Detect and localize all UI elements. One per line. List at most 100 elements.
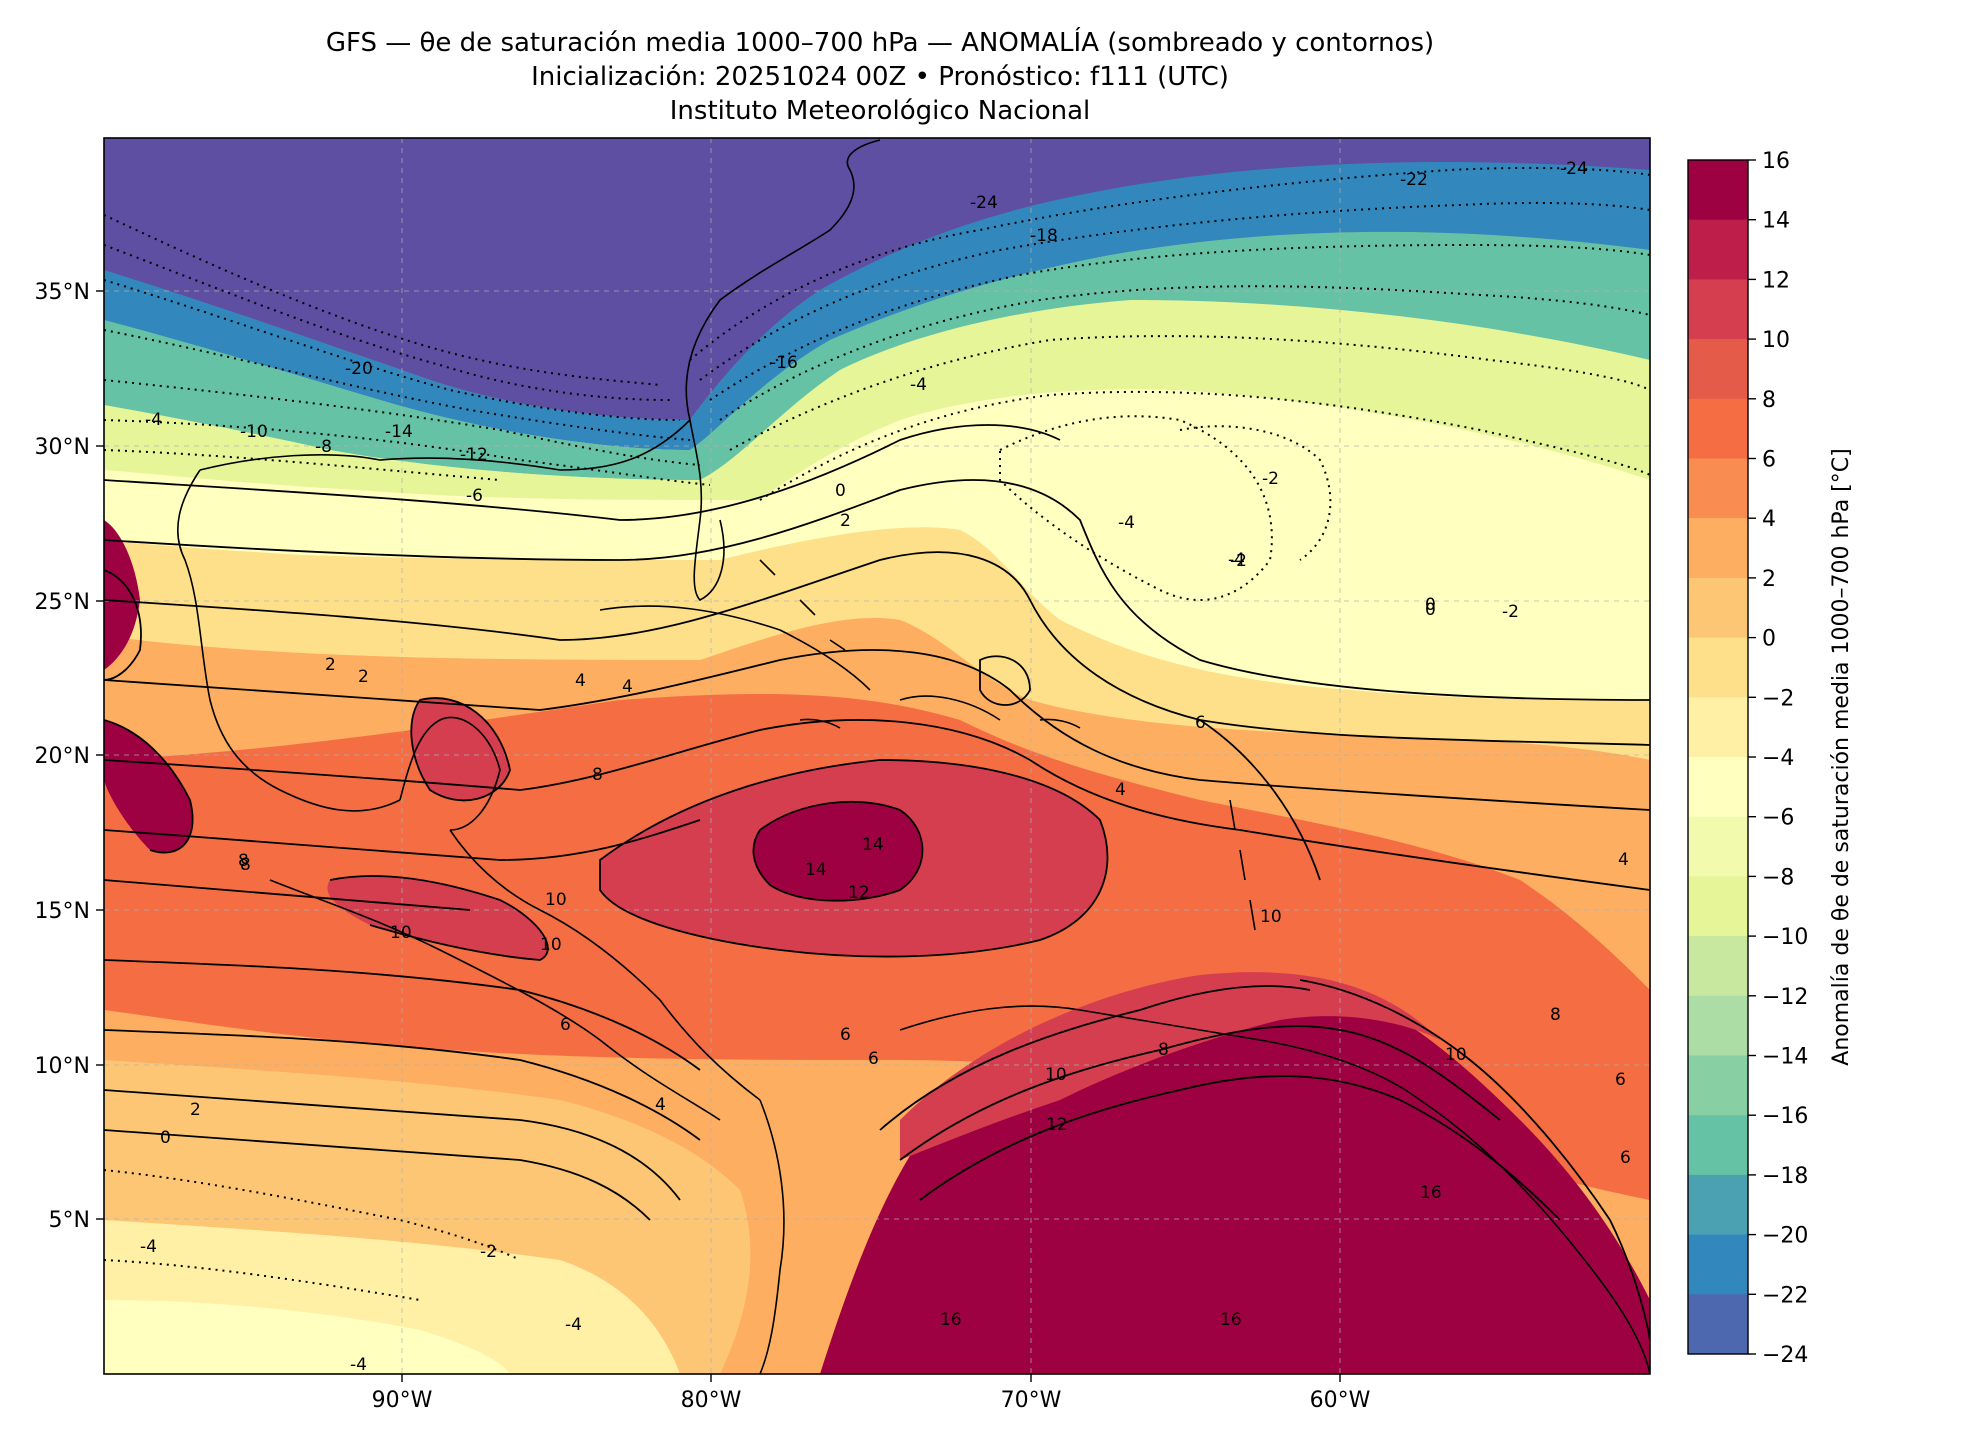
contour-label: 6 [1620,1148,1631,1168]
band-zero [104,527,1650,760]
contour-label: -24 [1560,159,1588,179]
lon-tick-label: 90°W [372,1388,433,1413]
colorbar-label: Anomalía de θe de saturación media 1000–… [1829,448,1854,1065]
colorbar-cell [1688,219,1748,280]
contour-label: 14 [862,835,884,855]
contour-label: 14 [805,860,827,880]
band-neg20 [104,162,1650,450]
longitude-tick-labels: 90°W 80°W 70°W 60°W [372,1388,1371,1413]
contour-label: 10 [540,935,562,955]
central-america-pacific-coast [269,879,721,1121]
colorbar-cell [1688,160,1748,221]
colorbar-tick-label: −24 [1762,1343,1808,1368]
lat-tick-label: 25°N [35,590,90,615]
contour-label: -4 [565,1315,582,1335]
band-pos12-yucatan [411,698,510,801]
contour-label: -4 [1118,513,1135,533]
texas-mexico-gulf-coast [177,469,401,812]
band-neg4-pacific-far-south [104,1300,510,1374]
contour-label: 2 [325,655,336,675]
lesser-antilles [1229,799,1256,931]
contour-label: 12 [1046,1115,1068,1135]
latitude-tick-labels: 35°N 30°N 25°N 20°N 15°N 10°N 5°N [35,280,90,1233]
band-pos12-central-america [327,876,548,960]
contour-label: 10 [1045,1065,1067,1085]
contour-label: 4 [1115,780,1126,800]
colorbar-cell [1688,936,1748,997]
hispaniola [899,695,1001,721]
band-neg14 [104,231,1650,480]
contour-label: 0 [835,481,846,501]
band-pos12-south-america [900,972,1440,1160]
bahamas [759,559,846,651]
negative-contours [104,166,1650,1301]
contour-label: 10 [390,923,412,943]
title-line-2: Inicialización: 20251024 00Z • Pronóstic… [531,62,1229,92]
contour-label: 8 [1158,1040,1169,1060]
colorbar-tick-label: −6 [1762,806,1794,831]
colorbar-tick-label: 6 [1762,448,1776,473]
colorbar-tick-label: −22 [1762,1283,1808,1308]
colorbar-cell [1688,816,1748,877]
contour-label: -14 [385,422,413,442]
longitude-axis [401,1374,1341,1382]
colombia-pacific-coast [759,1099,785,1374]
contour-label: 8 [592,765,603,785]
contour-label: 0 [1425,600,1436,620]
map-frame [103,137,1651,1375]
contour-label: -2 [480,1242,497,1262]
contour-label: 2 [190,1100,201,1120]
central-america-caribbean-coast [449,829,761,1101]
contour-label: -12 [460,445,488,465]
colorbar-cell [1688,1115,1748,1176]
contour-label: 8 [240,855,251,875]
contour-label: 16 [1420,1183,1442,1203]
colorbar-tick-label: 4 [1762,507,1776,532]
contour-label: 4 [575,671,586,691]
colorbar-cell [1688,1174,1748,1236]
colorbar-tick-label: −10 [1762,925,1808,950]
contour-label: -4 [1228,550,1245,570]
us-east-coast [685,139,881,421]
contour-label: 0 [160,1128,171,1148]
lon-tick-label: 70°W [1001,1388,1062,1413]
colorbar-tick-label: 0 [1762,627,1776,652]
contour-label: -2 [1262,469,1279,489]
colorbar-cell [1688,1055,1748,1116]
contour-label: 2 [358,667,369,687]
colorbar-cell [1688,637,1748,698]
contour-label: -2 [1230,551,1247,571]
contour-label: 6 [840,1025,851,1045]
colorbar-tick-label: 12 [1762,268,1790,293]
colorbar-cell [1688,577,1748,639]
contour-label: 16 [940,1310,962,1330]
gulf-coast [199,419,691,471]
colorbar-tick-label: 14 [1762,209,1790,234]
colorbar-tick-label: −12 [1762,985,1808,1010]
colorbar-tick-label: 8 [1762,388,1776,413]
colorbar-ticks [1748,159,1756,1355]
colorbar-tick-label: −8 [1762,865,1794,890]
contour-label: -18 [1030,226,1058,246]
colorbar-tick-label: 2 [1762,567,1776,592]
contour-label: -22 [1400,170,1428,190]
contour-label: 4 [622,677,633,697]
colorbar-cell [1688,458,1748,519]
contour-label: 8 [1550,1005,1561,1025]
contour-label: 12 [848,883,870,903]
title-line-3: Instituto Meteorológico Nacional [669,96,1091,126]
band-pos16-texas [104,520,140,670]
map-field: -24 -22 -24 -18 -20 -16 -10 -8 -14 -12 -… [104,138,1650,1375]
graticule [104,138,1650,1374]
contour-label: -4 [145,410,162,430]
florida-peninsula [689,419,725,601]
colorbar-cell [1688,1234,1748,1295]
contour-label: -6 [466,486,483,506]
colorbar-cell [1688,518,1748,579]
contour-label: 8 [238,851,249,871]
colorbar-tick-label: −18 [1762,1164,1808,1189]
lat-tick-label: 30°N [35,435,90,460]
contour-label: -4 [350,1355,367,1375]
contour-labels: -24 -22 -24 -18 -20 -16 -10 -8 -14 -12 -… [140,159,1631,1375]
